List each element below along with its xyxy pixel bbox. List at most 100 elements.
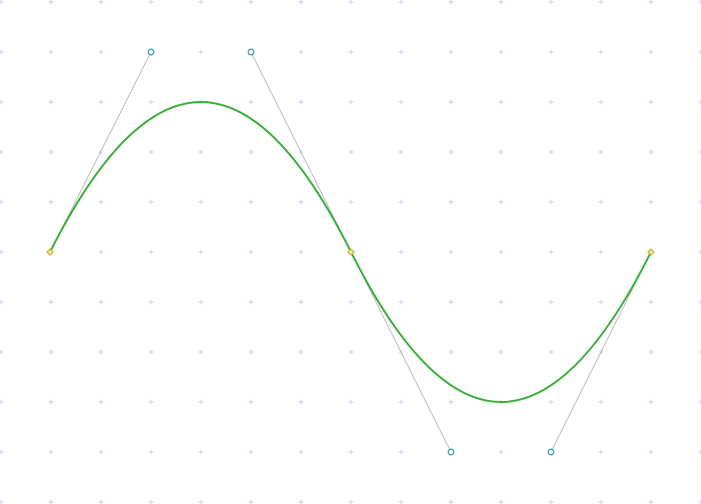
grid-marker: [498, 149, 504, 155]
grid-marker: [248, 299, 254, 305]
anchor-point-handle[interactable]: [347, 248, 355, 256]
grid-marker: [448, 149, 454, 155]
grid-marker: [598, 0, 604, 5]
grid-marker: [298, 249, 304, 255]
grid-marker: [198, 299, 204, 305]
grid-marker: [48, 99, 54, 105]
grid-marker: [248, 449, 254, 455]
grid-marker: [498, 349, 504, 355]
grid-marker: [548, 399, 554, 405]
grid-marker: [248, 349, 254, 355]
grid-marker: [198, 199, 204, 205]
grid-marker: [98, 399, 104, 405]
grid-marker: [448, 249, 454, 255]
grid-marker: [498, 299, 504, 305]
grid-marker: [398, 99, 404, 105]
grid-marker: [648, 99, 654, 105]
grid-marker: [198, 399, 204, 405]
grid-marker: [348, 149, 354, 155]
grid-marker: [0, 149, 4, 155]
grid-marker: [698, 499, 701, 504]
grid-marker: [98, 449, 104, 455]
grid-marker: [0, 49, 4, 55]
grid-marker: [448, 0, 454, 5]
grid-marker: [48, 449, 54, 455]
grid-marker: [248, 149, 254, 155]
grid-marker: [498, 0, 504, 5]
grid-marker: [598, 99, 604, 105]
grid-marker: [698, 449, 701, 455]
curve-points: [46, 48, 655, 456]
anchor-point-handle[interactable]: [46, 248, 54, 256]
grid-marker: [198, 149, 204, 155]
grid-marker: [398, 0, 404, 5]
anchor-point-handle[interactable]: [647, 248, 655, 256]
grid-marker: [698, 299, 701, 305]
grid-marker: [148, 0, 154, 5]
grid-marker: [0, 199, 4, 205]
grid-marker: [48, 0, 54, 5]
grid-marker: [598, 49, 604, 55]
grid-marker: [298, 99, 304, 105]
grid-marker: [198, 49, 204, 55]
grid-marker: [398, 399, 404, 405]
grid-marker: [698, 149, 701, 155]
grid-marker: [598, 199, 604, 205]
control-point-handle[interactable]: [547, 448, 555, 456]
grid-marker: [698, 399, 701, 405]
grid-marker: [348, 449, 354, 455]
control-point-handle[interactable]: [247, 48, 255, 56]
grid-marker: [548, 299, 554, 305]
grid-marker: [398, 199, 404, 205]
grid-marker: [398, 249, 404, 255]
grid-marker: [48, 299, 54, 305]
grid-marker: [598, 449, 604, 455]
grid-marker: [598, 399, 604, 405]
grid-marker: [548, 199, 554, 205]
grid-marker: [248, 199, 254, 205]
grid-marker: [98, 249, 104, 255]
grid-marker: [298, 299, 304, 305]
grid-marker: [248, 249, 254, 255]
grid-marker: [298, 49, 304, 55]
grid-marker: [448, 349, 454, 355]
grid-marker: [248, 0, 254, 5]
grid-marker: [648, 49, 654, 55]
grid-marker: [548, 249, 554, 255]
grid-marker: [0, 449, 4, 455]
grid-marker: [698, 49, 701, 55]
grid-marker: [298, 0, 304, 5]
grid-marker: [48, 349, 54, 355]
grid-marker: [198, 249, 204, 255]
control-point-handle[interactable]: [447, 448, 455, 456]
grid-marker: [0, 399, 4, 405]
grid-marker: [448, 199, 454, 205]
grid-marker: [198, 449, 204, 455]
grid-marker: [0, 299, 4, 305]
grid-marker: [598, 299, 604, 305]
grid-marker: [698, 99, 701, 105]
grid-marker: [98, 99, 104, 105]
grid-marker: [148, 399, 154, 405]
grid-marker: [498, 49, 504, 55]
grid-marker: [448, 49, 454, 55]
grid-marker: [698, 0, 701, 5]
grid-marker: [98, 349, 104, 355]
grid-marker: [648, 449, 654, 455]
grid-marker: [98, 299, 104, 305]
control-point-handle[interactable]: [147, 48, 155, 56]
grid-marker: [648, 199, 654, 205]
grid-marker: [148, 99, 154, 105]
grid-marker: [648, 299, 654, 305]
grid-marker: [98, 49, 104, 55]
grid-marker: [98, 199, 104, 205]
grid-marker: [598, 149, 604, 155]
grid-marker: [698, 349, 701, 355]
grid-marker: [398, 149, 404, 155]
grid-marker: [598, 249, 604, 255]
grid-marker: [348, 399, 354, 405]
grid-marker: [48, 199, 54, 205]
grid-marker: [0, 0, 4, 5]
